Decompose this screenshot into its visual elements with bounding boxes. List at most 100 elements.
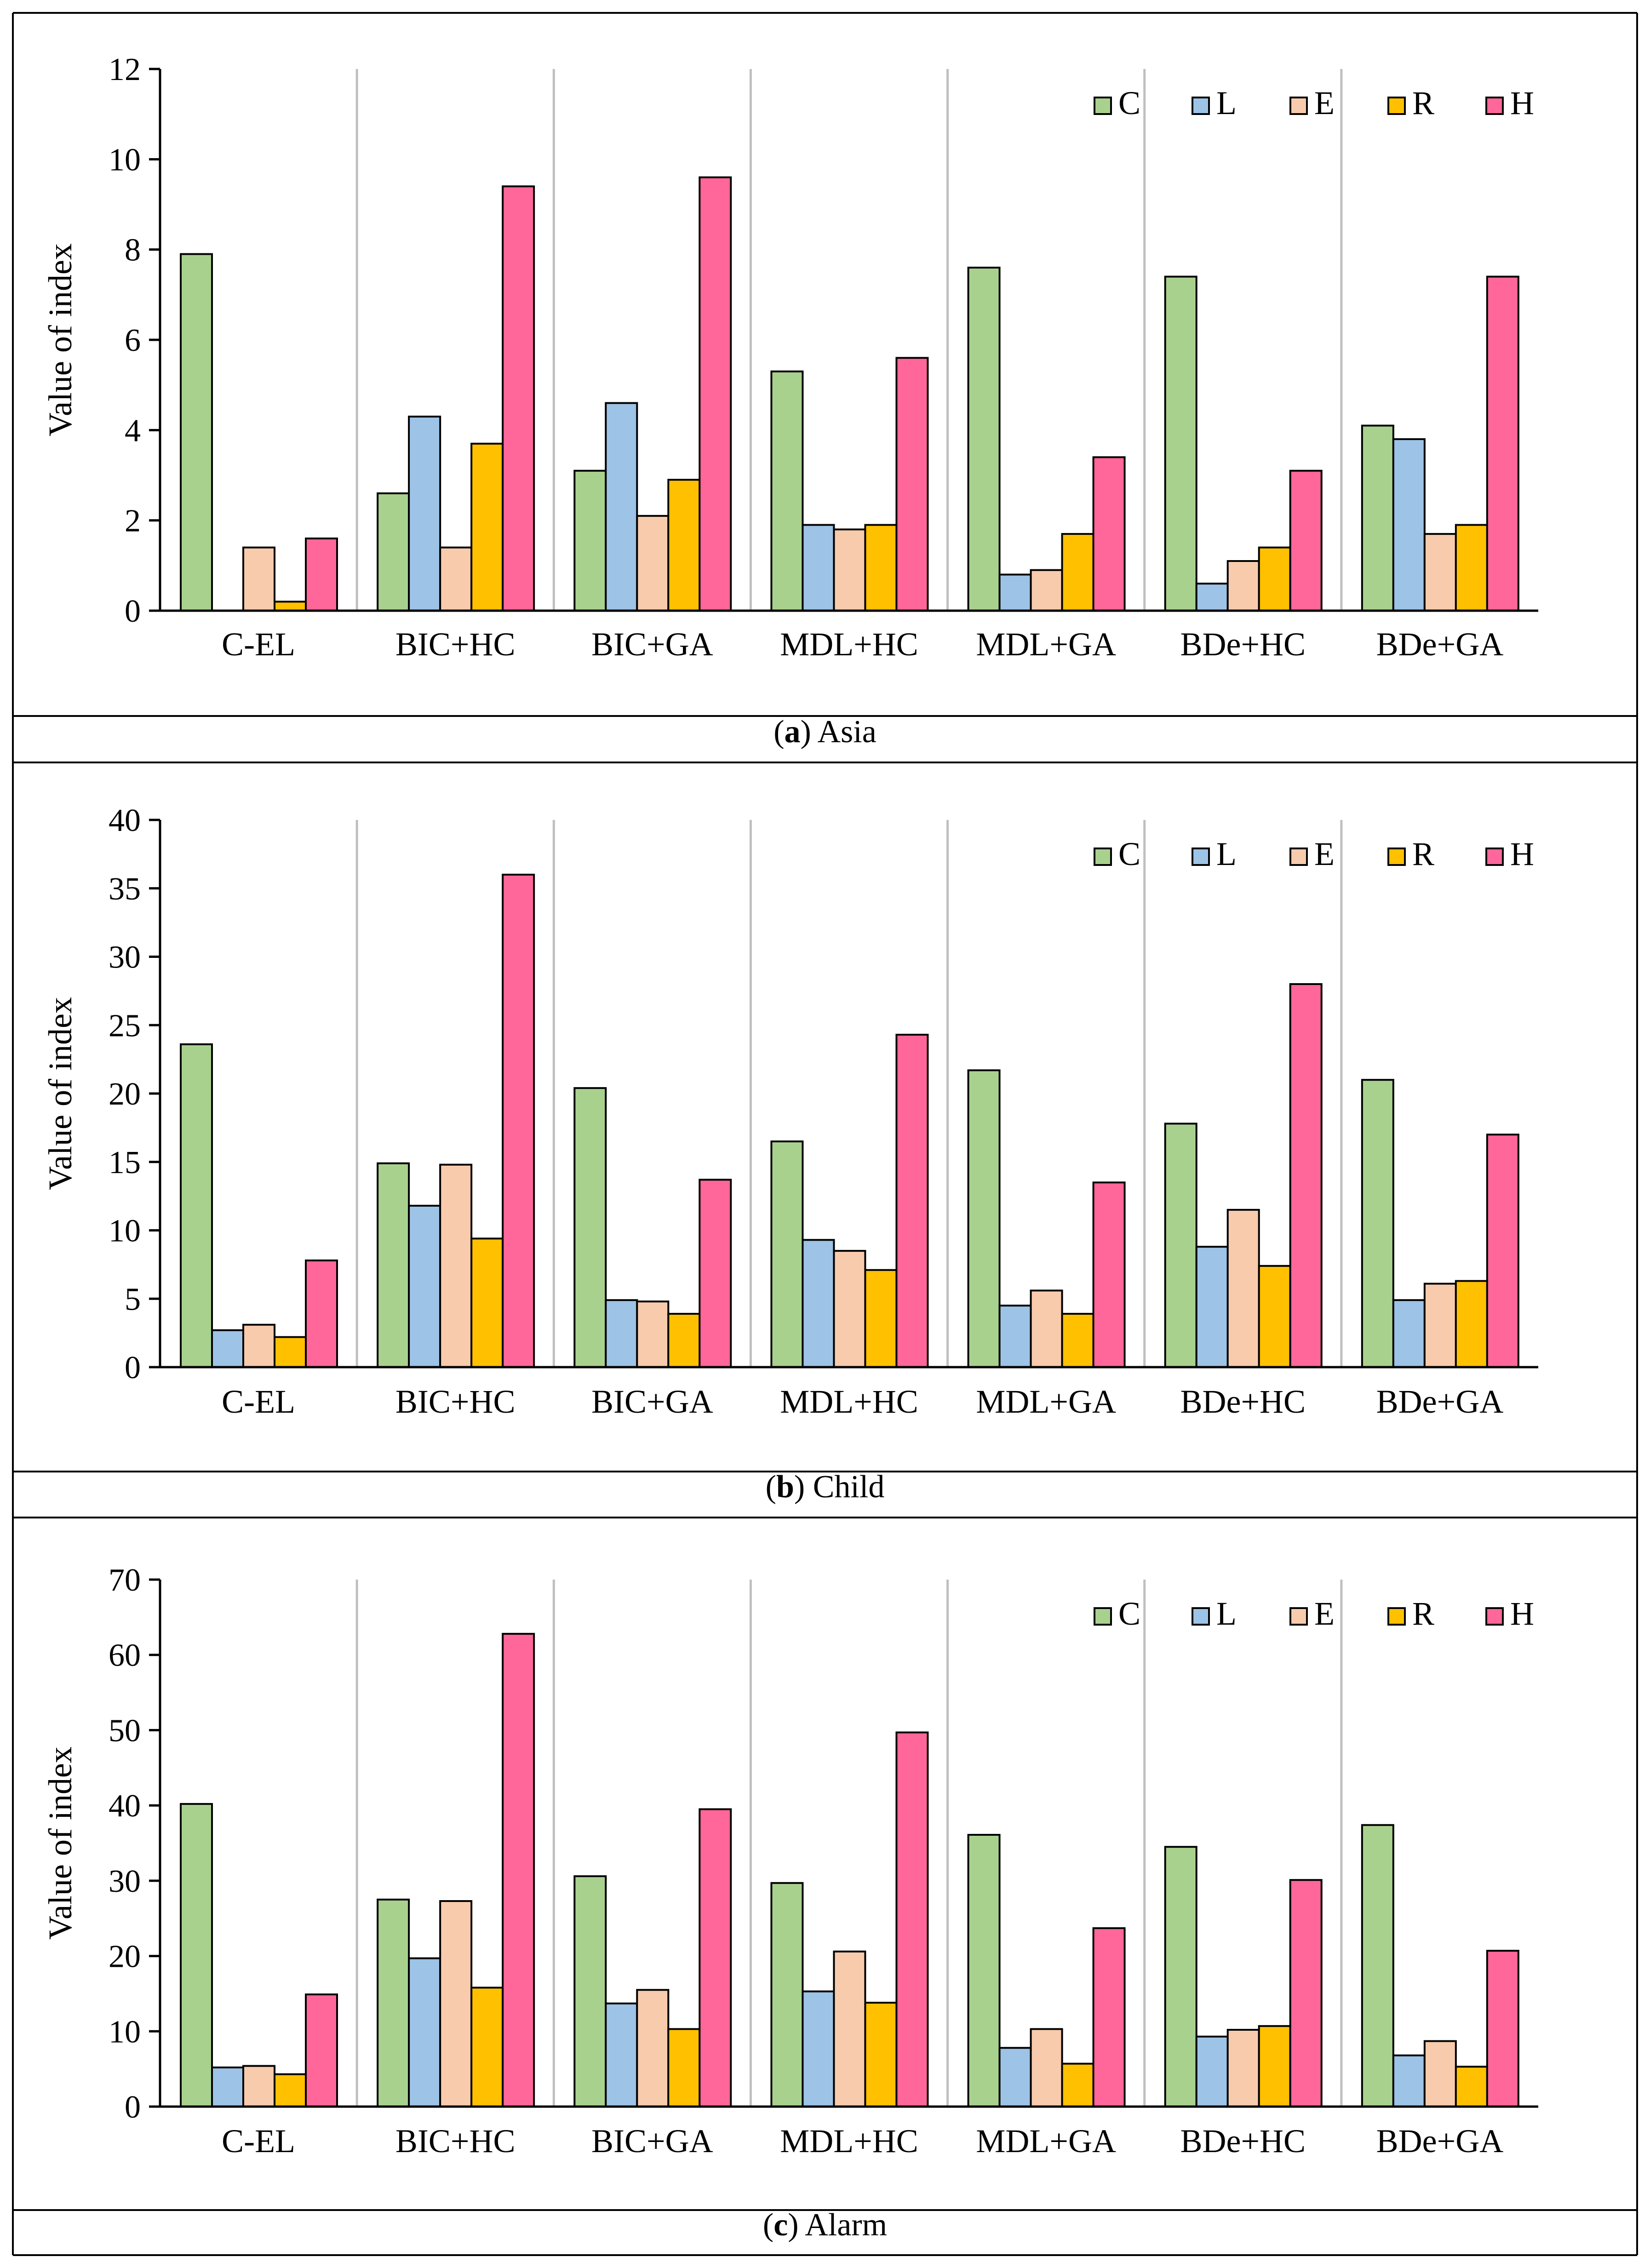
panel-caption: (a) Asia [773,714,877,750]
bar-E-bde+hc [1226,1208,1260,1368]
legend-swatch-H [1485,97,1504,115]
y-tick-label: 12 [109,52,141,87]
bar-E-c-el [242,2065,275,2108]
legend-swatch-E [1289,1607,1308,1626]
bar-L-bde+ga [1392,1299,1426,1369]
bar-R-bde+hc [1258,546,1291,612]
legend-label-R: R [1412,1595,1434,1632]
bar-L-bic+ga [605,1299,638,1369]
bar-L-bde+ga [1392,438,1426,612]
y-tick-label: 15 [109,1145,141,1180]
bar-C-bde+hc [1164,275,1197,612]
bar-E-bic+ga [636,1989,670,2108]
legend-swatch-H [1485,1607,1504,1626]
legend-swatch-L [1192,97,1210,115]
y-tick-label: 20 [109,1939,141,1975]
bar-C-mdl+hc [770,1140,804,1368]
legend-label-C: C [1118,836,1140,872]
y-tick-label: 30 [109,940,141,975]
bar-R-mdl+ga [1061,2062,1094,2108]
caption-letter: a [785,714,801,750]
y-tick-label: 0 [125,594,141,629]
bar-C-bde+hc [1164,1846,1197,2108]
bar-H-mdl+ga [1092,1927,1126,2108]
x-category-label: BIC+HC [395,2123,516,2159]
bar-H-mdl+ga [1092,1181,1126,1368]
bar-L-mdl+hc [802,524,835,612]
bar-R-bde+ga [1455,2066,1488,2108]
bar-R-bic+ga [667,2028,701,2108]
bar-L-bde+hc [1195,2035,1229,2108]
x-category-label: BDe+HC [1180,2123,1306,2159]
bar-H-bde+ga [1486,275,1519,612]
caption-letter: b [776,1469,794,1505]
y-tick-label: 2 [125,504,141,539]
bar-C-bic+hc [377,1162,410,1369]
bar-H-bde+hc [1289,470,1323,612]
bar-E-mdl+hc [833,1250,866,1368]
legend-label-L: L [1216,85,1237,121]
bar-C-c-el [180,253,213,612]
bar-R-bde+hc [1258,1265,1291,1369]
y-tick-label: 30 [109,1864,141,1899]
caption-letter: c [773,2207,788,2243]
y-tick-label: 0 [125,1350,141,1386]
x-category-label: C-EL [222,1383,295,1420]
y-tick-label: 35 [109,871,141,907]
bar-C-bic+hc [377,1898,410,2108]
bar-L-bic+ga [605,402,638,612]
x-category-label: BDe+GA [1376,1383,1504,1420]
bar-E-c-el [242,546,275,612]
caption-title: Asia [817,714,876,750]
bar-R-mdl+ga [1061,1312,1094,1369]
legend-swatch-C [1094,97,1112,115]
y-axis-title: Value of index [42,997,79,1190]
bar-L-c-el [211,2066,244,2108]
bar-E-bde+ga [1423,1283,1457,1368]
bar-E-bde+hc [1226,2029,1260,2108]
bar-H-mdl+hc [895,1731,929,2108]
bar-R-c-el [274,1336,307,1369]
bar-R-bic+hc [470,1237,504,1369]
bar-H-bde+hc [1289,983,1323,1368]
x-category-label: BDe+HC [1180,626,1306,663]
y-tick-label: 40 [109,803,141,838]
x-category-label: BDe+GA [1376,626,1504,663]
bar-R-bde+ga [1455,1280,1488,1368]
bar-R-mdl+hc [864,524,898,612]
x-category-label: BIC+GA [591,1383,713,1420]
bar-H-bic+hc [502,874,535,1368]
legend-label-C: C [1118,85,1140,121]
x-category-label: BDe+GA [1376,2123,1504,2159]
bar-E-bic+hc [439,1163,473,1368]
bar-L-mdl+ga [998,1305,1032,1368]
bar-C-bde+ga [1361,1824,1394,2108]
x-category-label: C-EL [222,2123,295,2159]
chart-panel-asia: 0 2 4 6 8 10 12 C-EL BIC+HC BIC+GA MDL+HC MDL+GA BDe… [13,12,1637,763]
bar-R-bic+ga [667,1312,701,1369]
bar-H-bde+ga [1486,1134,1519,1368]
chart-panel-alarm: 0 10 20 30 40 50 60 70 C-EL BIC+HC BIC+GA MDL+HC MDL… [13,1517,1637,2256]
legend-swatch-L [1192,1607,1210,1626]
x-category-label: MDL+HC [780,2123,918,2159]
bar-C-mdl+hc [770,370,804,612]
x-category-label: BIC+HC [395,1383,516,1420]
bar-C-mdl+ga [967,266,1001,612]
y-tick-label: 10 [109,142,141,178]
bar-L-bic+hc [408,1957,441,2108]
bar-L-mdl+ga [998,2047,1032,2108]
bar-E-bde+ga [1423,533,1457,612]
bar-R-bic+hc [470,1987,504,2108]
caption-title: Child [813,1469,885,1505]
y-tick-label: 0 [125,2090,141,2125]
bar-H-mdl+ga [1092,456,1126,612]
y-tick-label: 4 [125,413,141,448]
bar-H-bde+hc [1289,1879,1323,2108]
y-tick-label: 20 [109,1077,141,1112]
bar-C-mdl+ga [967,1833,1001,2108]
bar-L-c-el [211,1329,244,1369]
caption-title: Alarm [805,2207,887,2243]
x-category-label: MDL+GA [976,1383,1116,1420]
legend-swatch-L [1192,848,1210,866]
legend-swatch-C [1094,1607,1112,1626]
